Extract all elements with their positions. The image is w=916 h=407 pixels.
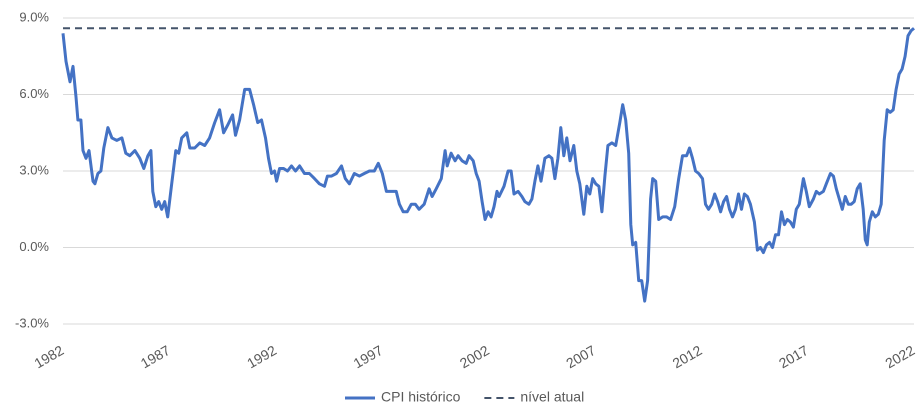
y-tick-label: 0.0%: [19, 239, 49, 254]
x-tick-label: 1997: [350, 342, 385, 372]
x-tick-label: 1992: [244, 342, 279, 372]
x-tick-label: 2022: [882, 342, 916, 372]
legend-label: nível atual: [520, 389, 584, 405]
x-tick-label: 2002: [457, 342, 492, 372]
x-tick-label: 1982: [31, 342, 66, 372]
legend-label: CPI histórico: [381, 389, 461, 405]
y-tick-label: 3.0%: [19, 162, 49, 177]
x-tick-label: 1987: [138, 342, 173, 372]
x-tick-label: 2012: [670, 342, 705, 372]
x-tick-label: 2017: [776, 342, 811, 372]
y-tick-label: 9.0%: [19, 9, 49, 24]
y-tick-label: -3.0%: [15, 315, 49, 330]
y-tick-label: 6.0%: [19, 86, 49, 101]
series-line: [61, 27, 915, 303]
legend: CPI histórico nível atual: [345, 389, 584, 405]
x-tick-label: 2007: [563, 342, 598, 372]
